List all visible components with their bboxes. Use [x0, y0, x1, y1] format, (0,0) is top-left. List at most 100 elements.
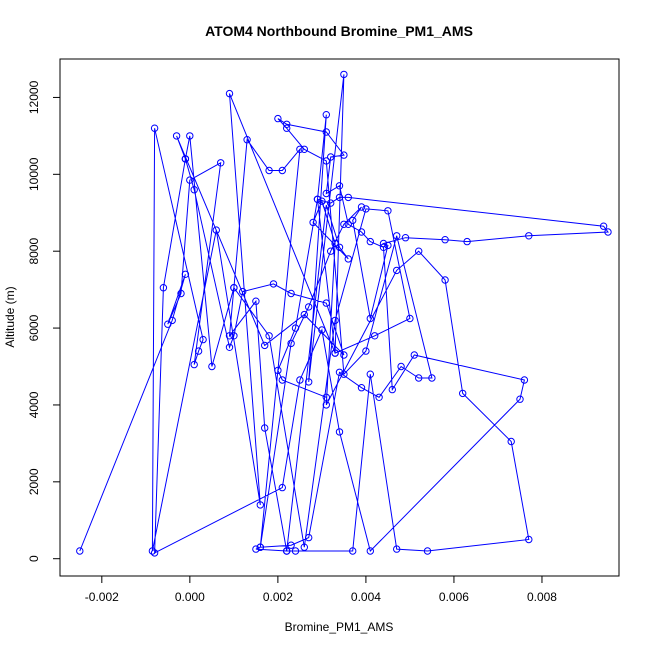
data-point [309, 218, 317, 227]
x-tick-label: 0.008 [527, 590, 557, 604]
data-point [327, 199, 335, 207]
data-point [366, 547, 374, 555]
data-point [230, 284, 238, 292]
data-point [327, 153, 335, 161]
data-point [406, 314, 414, 323]
data-point [291, 547, 300, 555]
data-point [177, 289, 185, 298]
data-point [393, 266, 401, 275]
data-point [366, 370, 374, 378]
data-point [217, 159, 225, 167]
data-point [459, 389, 467, 398]
data-point [335, 182, 344, 190]
data-point [269, 280, 278, 288]
data-point [274, 114, 282, 123]
data-point [423, 547, 432, 555]
x-tick-label: 0.006 [439, 590, 469, 604]
data-point [322, 128, 330, 136]
data-point [252, 297, 260, 305]
y-axis: 0 2000 4000 6000 8000 10000 12000 [27, 80, 60, 562]
data-point [507, 437, 515, 446]
data-point [322, 201, 330, 209]
data-point [327, 247, 335, 255]
data-point [340, 370, 348, 378]
data-point [148, 547, 157, 555]
data-point [159, 284, 168, 292]
data-point [379, 243, 388, 252]
data-point [366, 314, 374, 323]
data-point [441, 276, 449, 284]
data-point [190, 186, 198, 194]
data-point [305, 303, 313, 311]
data-point [340, 151, 348, 159]
data-point [168, 316, 176, 325]
x-tick-label: -0.002 [85, 590, 119, 604]
data-point [283, 124, 291, 132]
data-point [371, 332, 379, 340]
data-point [256, 501, 264, 509]
data-point [331, 239, 339, 248]
data-point [357, 203, 366, 211]
data-point [261, 424, 269, 432]
data-point [340, 70, 348, 79]
data-point [604, 228, 612, 236]
data-point [357, 384, 366, 392]
data-point [300, 310, 308, 319]
data-point [76, 547, 84, 555]
data-point [318, 197, 326, 205]
x-axis: -0.002 0.000 0.002 0.004 0.006 0.008 [85, 576, 557, 604]
data-point [150, 124, 159, 132]
data-point [415, 247, 423, 255]
data-point [208, 362, 216, 371]
data-point [463, 237, 471, 246]
data-point [225, 332, 234, 340]
data-point [194, 347, 203, 355]
y-tick-label: 0 [27, 555, 41, 562]
data-point [349, 216, 357, 225]
data-point [384, 241, 392, 250]
chart-title: ATOM4 Northbound Bromine_PM1_AMS [205, 23, 473, 39]
y-tick-label: 2000 [27, 468, 41, 495]
data-point [305, 378, 313, 386]
data-point [265, 166, 273, 175]
data-point [230, 332, 238, 340]
data-point [331, 349, 339, 357]
data-point [300, 543, 308, 551]
data-point [265, 332, 273, 340]
data-point [261, 341, 269, 350]
data-point [393, 545, 401, 553]
data-point [379, 239, 388, 248]
data-point [322, 189, 330, 198]
plot-frame [59, 58, 620, 577]
data-point [525, 535, 533, 544]
data-point [296, 145, 304, 154]
data-point [172, 132, 181, 140]
data-point [322, 393, 330, 401]
y-tick-label: 4000 [27, 391, 41, 418]
data-point [516, 395, 524, 403]
data-point [335, 243, 344, 252]
y-tick-label: 8000 [27, 238, 41, 265]
data-point [357, 228, 366, 236]
data-point [415, 374, 423, 382]
data-point [344, 193, 352, 202]
data-point [340, 351, 348, 359]
data-point [287, 339, 295, 348]
y-tick-label: 12000 [27, 80, 41, 114]
data-point [362, 347, 370, 355]
data-point [410, 351, 418, 359]
data-point [186, 132, 194, 140]
series-layer [76, 70, 612, 557]
data-point [278, 483, 286, 492]
data-point [362, 205, 370, 213]
data-point [525, 232, 533, 240]
data-point [322, 401, 330, 409]
data-point [366, 237, 374, 246]
data-point [150, 549, 159, 557]
data-point [599, 222, 608, 230]
data-point [335, 193, 344, 202]
data-point [384, 207, 392, 215]
data-point [296, 376, 304, 384]
